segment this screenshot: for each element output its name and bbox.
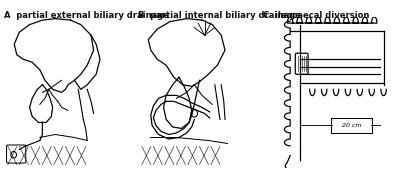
FancyBboxPatch shape bbox=[6, 145, 26, 163]
FancyBboxPatch shape bbox=[295, 53, 308, 74]
FancyBboxPatch shape bbox=[331, 118, 372, 133]
Text: 20 cm: 20 cm bbox=[342, 123, 361, 128]
Text: A  partial external biliary drainage: A partial external biliary drainage bbox=[4, 11, 169, 20]
Text: B  partial internal biliary drainage: B partial internal biliary drainage bbox=[138, 11, 301, 20]
Text: C  ileocaecal diversion: C ileocaecal diversion bbox=[263, 11, 370, 20]
